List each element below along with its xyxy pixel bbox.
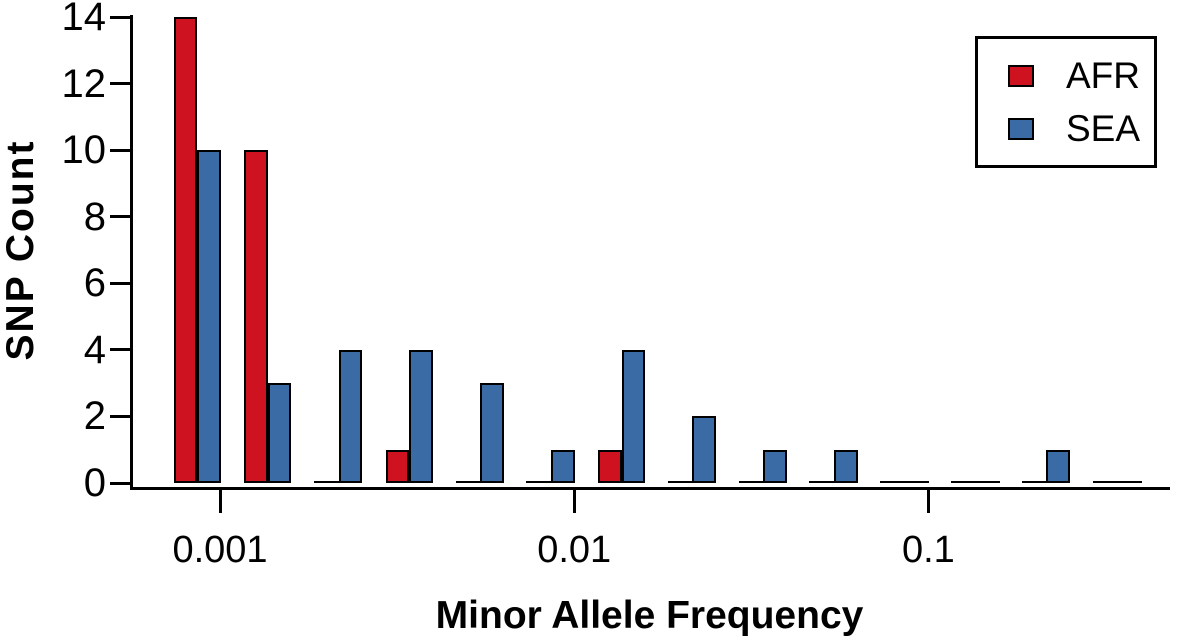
y-tick-line [110, 148, 131, 152]
bar-sea [338, 349, 363, 483]
bar-afr [385, 449, 410, 483]
zero-bar-line [526, 480, 552, 483]
y-tick-line [110, 481, 131, 485]
zero-bar-line [1116, 480, 1142, 483]
zero-bar-line [950, 480, 977, 483]
sea-legend-label: SEA [1066, 108, 1141, 149]
zero-bar-line [809, 480, 836, 483]
zero-bar-line [455, 480, 482, 483]
bar-sea [550, 449, 575, 483]
y-tick-line [110, 348, 131, 352]
y-tick-line [110, 15, 131, 19]
x-tick-label: 0.001 [172, 529, 268, 571]
afr-legend-swatch [1008, 64, 1034, 87]
y-tick-label: 4 [83, 327, 106, 372]
zero-bar-line [1021, 480, 1048, 483]
zero-bar-line [314, 480, 340, 483]
y-tick-label: 10 [61, 128, 107, 173]
bar-sea [621, 349, 646, 483]
y-tick-label: 8 [83, 194, 106, 239]
y-axis-line [130, 15, 133, 490]
bar-sea [834, 449, 858, 483]
y-tick-line [110, 82, 131, 86]
y-tick-line [110, 281, 131, 285]
legend-item-afr: AFR [1008, 57, 1154, 94]
x-tick-line [926, 488, 930, 513]
bar-sea [692, 416, 717, 483]
bar-sea [267, 383, 292, 483]
x-tick-label: 0.1 [901, 529, 955, 571]
bar-afr [598, 449, 622, 483]
zero-bar-line [880, 480, 906, 483]
y-tick-label: 6 [83, 261, 106, 306]
y-tick-label: 14 [61, 0, 107, 40]
legend-item-sea: SEA [1008, 110, 1154, 147]
bar-afr [173, 17, 198, 483]
bar-sea [197, 150, 221, 483]
y-tick-label: 2 [83, 394, 106, 439]
zero-bar-line [1092, 480, 1119, 483]
afr-legend-label: AFR [1066, 55, 1140, 96]
y-tick-label: 0 [83, 461, 106, 505]
x-axis-title: Minor Allele Frequency [435, 594, 864, 637]
y-tick-line [110, 215, 131, 219]
bar-sea [1046, 449, 1070, 483]
zero-bar-line [974, 480, 1001, 483]
bar-sea [409, 349, 433, 483]
bar-sea [763, 449, 787, 483]
y-tick-label: 12 [61, 61, 107, 106]
bar-sea [480, 383, 504, 483]
x-tick-label: 0.01 [537, 529, 612, 571]
x-tick-line [218, 488, 222, 513]
x-axis-line [130, 487, 1170, 490]
y-tick-line [110, 414, 131, 418]
sea-legend-swatch [1008, 117, 1034, 140]
zero-bar-line [667, 480, 694, 483]
bar-afr [244, 150, 268, 483]
x-tick-line [572, 488, 576, 513]
zero-bar-line [738, 480, 765, 483]
zero-bar-line [903, 480, 930, 483]
legend: AFR SEA [975, 36, 1157, 168]
y-axis-title: SNP Count [0, 139, 42, 361]
